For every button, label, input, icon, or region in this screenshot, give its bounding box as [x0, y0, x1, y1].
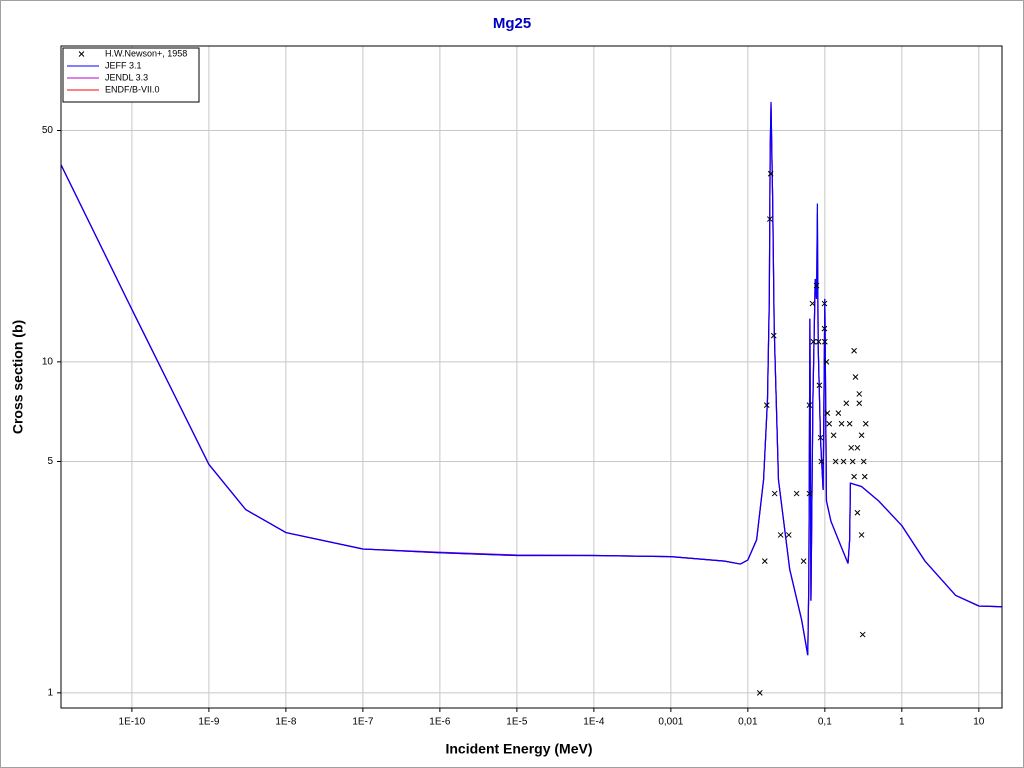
scatter-point	[846, 420, 853, 427]
scatter-point	[851, 347, 857, 354]
scatter-point	[826, 420, 833, 427]
scatter-point	[817, 434, 824, 441]
legend-box	[62, 47, 200, 103]
scatter-point	[763, 402, 770, 408]
x-tick-label: 1E-8	[275, 717, 297, 728]
x-tick-label: 10	[973, 717, 985, 728]
scatter-point	[854, 444, 861, 451]
chart-title: Mg25	[493, 15, 531, 32]
scatter-point	[858, 532, 865, 538]
x-tick-label: 1E-10	[119, 717, 146, 728]
scatter-point	[830, 432, 837, 439]
scatter-point	[859, 631, 866, 638]
scatter-point	[806, 490, 813, 497]
scatter-point	[761, 558, 768, 564]
legend-label: ENDF/B-VII.0	[105, 84, 160, 94]
scatter-point	[771, 490, 778, 497]
grid: 1E-10 1E-9 1E-8 1E-7 1E-6 1E-5 1E-4 0,001 0,01 0,…	[42, 46, 1002, 728]
scatter-point	[848, 444, 855, 451]
scatter-point	[840, 458, 847, 465]
scatter-point	[835, 410, 842, 416]
scatter-point	[856, 391, 863, 397]
y-axis-label: Cross section (b)	[10, 320, 26, 434]
scatter-point	[810, 338, 817, 345]
scatter-point	[818, 458, 825, 465]
y-tick-label: 1	[47, 687, 53, 698]
scatter-point	[843, 400, 850, 407]
x-tick-label: 1E-9	[198, 717, 220, 728]
x-tick-label: 1E-5	[506, 717, 528, 728]
scatter-point	[766, 216, 773, 222]
scatter-point	[824, 410, 831, 416]
x-tick-label: 1	[899, 717, 905, 728]
scatter-point	[862, 420, 869, 427]
scatter-point	[849, 458, 856, 465]
scatter-point	[816, 382, 823, 389]
x-tick-label: 1E-6	[429, 717, 451, 728]
legend: H.W.Newson+, 1958 JEFF 3.1 JENDL 3.3 ENDF/B…	[62, 47, 200, 103]
scatter-point	[793, 490, 800, 497]
plot-frame	[60, 45, 1003, 709]
scatter-point	[809, 300, 816, 307]
x-tick-label: 0,1	[818, 717, 832, 728]
y-tick-label: 10	[42, 356, 54, 367]
scatter-point	[861, 473, 868, 480]
scatter-point	[823, 359, 830, 365]
plot-area	[61, 101, 1002, 696]
scatter-point	[821, 325, 828, 332]
y-tick-label: 50	[42, 125, 54, 136]
scatter-point	[800, 558, 807, 564]
scatter-point	[767, 170, 774, 177]
scatter-point	[770, 332, 777, 339]
scatter-point	[815, 338, 822, 345]
x-tick-label: 1E-7	[352, 717, 374, 728]
scatter-point	[821, 338, 828, 345]
scatter-point	[856, 400, 863, 407]
scatter-point	[777, 532, 784, 538]
legend-label: JENDL 3.3	[105, 72, 148, 82]
scatter-point	[821, 300, 828, 307]
x-tick-label: 1E-4	[583, 717, 605, 728]
series-line	[61, 101, 1002, 656]
scatter-point	[854, 509, 861, 516]
scatter-point	[813, 282, 820, 289]
x-axis-label: Incident Energy (MeV)	[445, 741, 592, 757]
scatter-point	[832, 458, 839, 465]
scatter-point	[756, 690, 763, 696]
scatter-point	[860, 458, 867, 465]
scatter-point	[838, 420, 845, 427]
scatter-point	[858, 432, 865, 439]
y-tick-label: 5	[47, 456, 53, 467]
legend-label: H.W.Newson+, 1958	[105, 48, 187, 58]
scatter-point	[852, 374, 859, 380]
scatter-point	[851, 473, 857, 480]
legend-label: JEFF 3.1	[105, 60, 142, 70]
scatter-point	[785, 532, 792, 538]
x-tick-label: 0,01	[738, 717, 758, 728]
x-tick-label: 0,001	[658, 717, 683, 728]
scatter-point	[806, 402, 813, 408]
legend-marker	[78, 51, 85, 57]
